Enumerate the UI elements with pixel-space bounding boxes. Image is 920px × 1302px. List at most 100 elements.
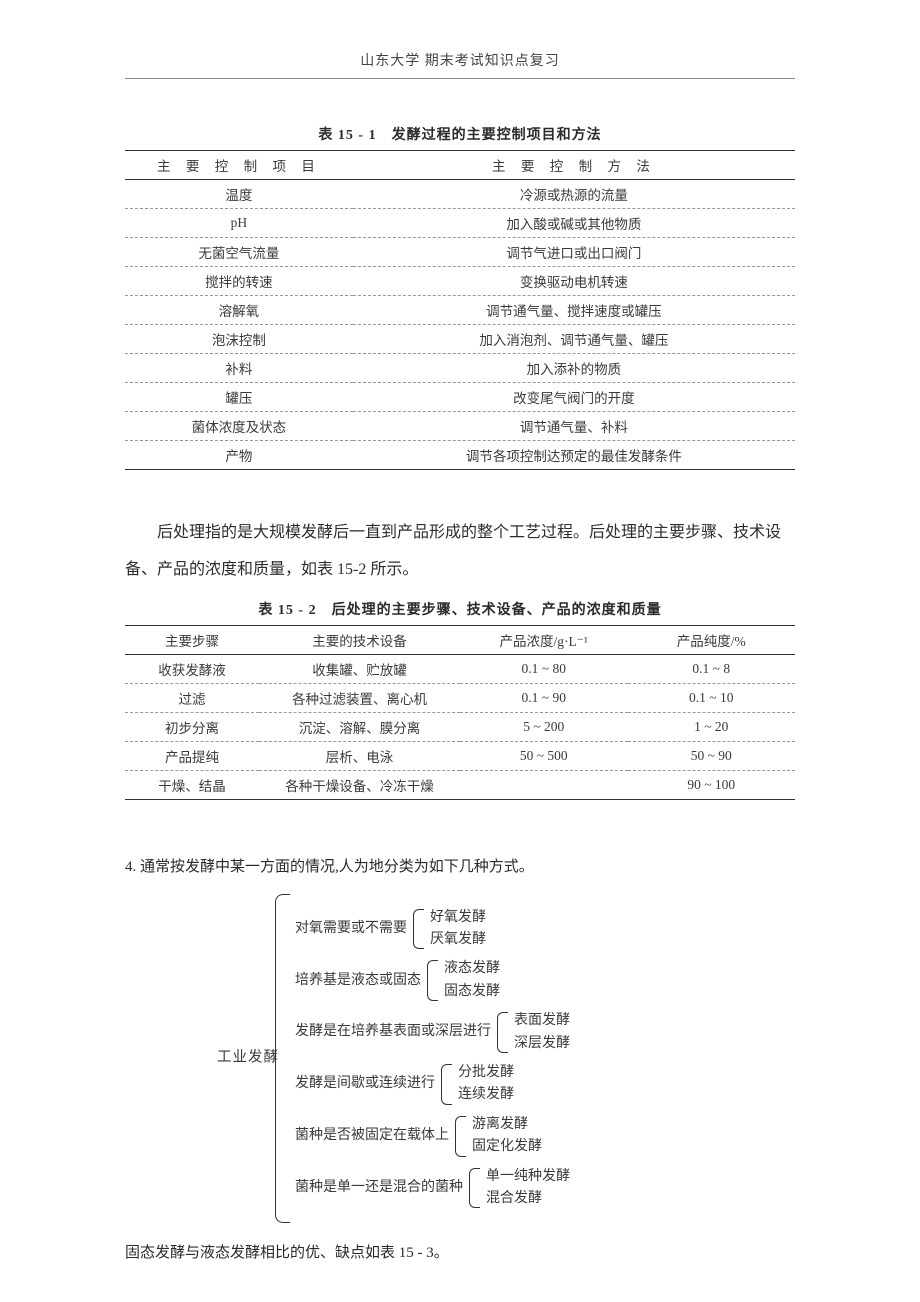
table-15-1: 主 要 控 制 项 目 主 要 控 制 方 法 温度冷源或热源的流量pH加入酸或… (125, 150, 795, 470)
tree-branch: 对氧需要或不需要好氧发酵厌氧发酵 (295, 907, 795, 952)
tree-leaf: 固态发酵 (442, 981, 500, 1003)
tree-leaf: 单一纯种发酵 (484, 1166, 570, 1188)
table-cell: 收集罐、贮放罐 (259, 654, 460, 683)
t1-col-1: 主 要 控 制 方 法 (353, 151, 795, 180)
table-cell: 加入酸或碱或其他物质 (353, 209, 795, 238)
table-cell: 初步分离 (125, 712, 259, 741)
tree-leaf: 深层发酵 (512, 1033, 570, 1055)
tree-leaf: 连续发酵 (456, 1084, 514, 1106)
t2-col-2: 产品浓度/g·L⁻¹ (460, 625, 628, 654)
post-processing-paragraph: 后处理指的是大规模发酵后一直到产品形成的整个工艺过程。后处理的主要步骤、技术设备… (125, 515, 795, 589)
branch-label: 对氧需要或不需要 (295, 918, 407, 940)
brace-icon (469, 1168, 480, 1209)
tree-leaf: 好氧发酵 (428, 907, 486, 929)
table-cell: 沉淀、溶解、膜分离 (259, 712, 460, 741)
table-cell: 各种过滤装置、离心机 (259, 683, 460, 712)
branch-label: 菌种是否被固定在载体上 (295, 1125, 449, 1147)
table-cell: 加入添补的物质 (353, 354, 795, 383)
tree-leaf: 分批发酵 (456, 1062, 514, 1084)
tree-branch: 发酵是间歇或连续进行分批发酵连续发酵 (295, 1062, 795, 1107)
branch-leaves: 表面发酵深层发酵 (512, 1010, 570, 1055)
brace-icon (441, 1064, 452, 1105)
table-row: 无菌空气流量调节气进口或出口阀门 (125, 238, 795, 267)
table-cell: 层析、电泳 (259, 741, 460, 770)
section-4-intro: 4. 通常按发酵中某一方面的情况,人为地分类为如下几种方式。 (125, 855, 795, 876)
table-cell: 变换驱动电机转速 (353, 267, 795, 296)
document-page: 山东大学 期末考试知识点复习 表 15 - 1 发酵过程的主要控制项目和方法 主… (0, 0, 920, 1302)
table-cell: 调节通气量、搅拌速度或罐压 (353, 296, 795, 325)
table-cell: 调节各项控制达预定的最佳发酵条件 (353, 441, 795, 470)
table-cell: 1 ~ 20 (628, 712, 796, 741)
table-cell: 调节通气量、补料 (353, 412, 795, 441)
table-row: 温度冷源或热源的流量 (125, 180, 795, 209)
table-cell: 产品提纯 (125, 741, 259, 770)
table-cell: 搅拌的转速 (125, 267, 353, 296)
table-cell: 温度 (125, 180, 353, 209)
branch-label: 培养基是液态或固态 (295, 970, 421, 992)
brace-icon (413, 909, 424, 950)
table-row: 干燥、结晶各种干燥设备、冷冻干燥 90 ~ 100 (125, 770, 795, 799)
page-header: 山东大学 期末考试知识点复习 (125, 50, 795, 79)
table-row: 泡沫控制加入消泡剂、调节通气量、罐压 (125, 325, 795, 354)
table-cell: 罐压 (125, 383, 353, 412)
tree-leaf: 混合发酵 (484, 1188, 570, 1210)
table-cell: 产物 (125, 441, 353, 470)
footnote-line: 固态发酵与液态发酵相比的优、缺点如表 15 - 3。 (125, 1241, 795, 1262)
tree-leaf: 固定化发酵 (470, 1136, 542, 1158)
branch-leaves: 液态发酵固态发酵 (442, 958, 500, 1003)
tree-root-label: 工业发酵 (217, 1047, 279, 1070)
table-cell: 调节气进口或出口阀门 (353, 238, 795, 267)
t1-col-0: 主 要 控 制 项 目 (125, 151, 353, 180)
tree-leaf: 厌氧发酵 (428, 929, 486, 951)
table-cell: 改变尾气阀门的开度 (353, 383, 795, 412)
table-row: pH加入酸或碱或其他物质 (125, 209, 795, 238)
table-cell: 补料 (125, 354, 353, 383)
table-15-2: 主要步骤 主要的技术设备 产品浓度/g·L⁻¹ 产品纯度/% 收获发酵液收集罐、… (125, 625, 795, 800)
tree-leaf: 表面发酵 (512, 1010, 570, 1032)
branch-label: 发酵是在培养基表面或深层进行 (295, 1021, 491, 1043)
t2-col-0: 主要步骤 (125, 625, 259, 654)
table-cell: 无菌空气流量 (125, 238, 353, 267)
branch-leaves: 游离发酵固定化发酵 (470, 1114, 542, 1159)
table-cell: 泡沫控制 (125, 325, 353, 354)
table-row: 产品提纯层析、电泳50 ~ 50050 ~ 90 (125, 741, 795, 770)
branch-label: 菌种是单一还是混合的菌种 (295, 1177, 463, 1199)
tree-branch: 培养基是液态或固态液态发酵固态发酵 (295, 958, 795, 1003)
table-cell: 50 ~ 500 (460, 741, 628, 770)
tree-branch: 菌种是否被固定在载体上游离发酵固定化发酵 (295, 1114, 795, 1159)
table-row: 溶解氧调节通气量、搅拌速度或罐压 (125, 296, 795, 325)
table-row: 补料加入添补的物质 (125, 354, 795, 383)
table-row: 收获发酵液收集罐、贮放罐0.1 ~ 800.1 ~ 8 (125, 654, 795, 683)
table-cell: 0.1 ~ 90 (460, 683, 628, 712)
table-cell: 收获发酵液 (125, 654, 259, 683)
brace-icon (497, 1012, 508, 1053)
table-row: 初步分离沉淀、溶解、膜分离5 ~ 2001 ~ 20 (125, 712, 795, 741)
table-cell: 干燥、结晶 (125, 770, 259, 799)
table-cell: 加入消泡剂、调节通气量、罐压 (353, 325, 795, 354)
classification-tree: 工业发酵 对氧需要或不需要好氧发酵厌氧发酵培养基是液态或固态液态发酵固态发酵发酵… (285, 894, 795, 1224)
tree-branch: 菌种是单一还是混合的菌种单一纯种发酵混合发酵 (295, 1166, 795, 1211)
brace-icon (455, 1116, 466, 1157)
table-cell: 5 ~ 200 (460, 712, 628, 741)
table-row: 罐压改变尾气阀门的开度 (125, 383, 795, 412)
branch-label: 发酵是间歇或连续进行 (295, 1073, 435, 1095)
table-cell: 溶解氧 (125, 296, 353, 325)
table-cell: 冷源或热源的流量 (353, 180, 795, 209)
table-cell: 过滤 (125, 683, 259, 712)
table1-caption: 表 15 - 1 发酵过程的主要控制项目和方法 (125, 124, 795, 144)
table-cell: 50 ~ 90 (628, 741, 796, 770)
table-cell: 各种干燥设备、冷冻干燥 (259, 770, 460, 799)
table-cell: 90 ~ 100 (628, 770, 796, 799)
t2-col-3: 产品纯度/% (628, 625, 796, 654)
branch-leaves: 单一纯种发酵混合发酵 (484, 1166, 570, 1211)
table-row: 产物调节各项控制达预定的最佳发酵条件 (125, 441, 795, 470)
table-cell: 0.1 ~ 10 (628, 683, 796, 712)
table-cell: 菌体浓度及状态 (125, 412, 353, 441)
branch-leaves: 好氧发酵厌氧发酵 (428, 907, 486, 952)
table-cell: 0.1 ~ 8 (628, 654, 796, 683)
tree-branch: 发酵是在培养基表面或深层进行表面发酵深层发酵 (295, 1010, 795, 1055)
table-cell: pH (125, 209, 353, 238)
table-cell (460, 770, 628, 799)
table-row: 过滤各种过滤装置、离心机0.1 ~ 900.1 ~ 10 (125, 683, 795, 712)
t2-col-1: 主要的技术设备 (259, 625, 460, 654)
